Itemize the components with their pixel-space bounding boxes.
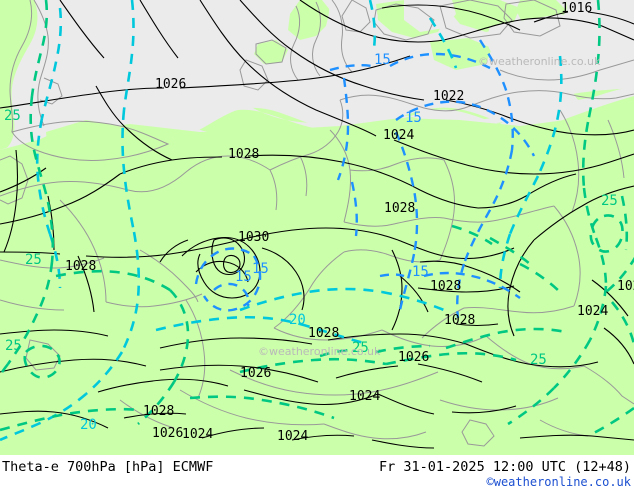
thetae-25-label: 25 [4, 108, 21, 124]
isobar-label: 1022 [617, 279, 634, 294]
isobar-label: 1028 [228, 147, 259, 162]
thetae-25-label: 25 [352, 340, 369, 356]
thetae-20-label: 20 [289, 312, 306, 328]
isobar-label: 1028 [444, 313, 475, 328]
isobar-label: 1026 [152, 426, 183, 441]
isobar-label: 1024 [349, 389, 380, 404]
isobar-label: 1030 [238, 230, 269, 245]
isobar-label: 1028 [65, 259, 96, 274]
thetae-15-label: 15 [374, 52, 391, 68]
thetae-15-label: 15 [252, 261, 269, 277]
map-canvas[interactable]: 1016 1022 1026 1024 1028 1028 1030 1028 1028 1028… [0, 0, 634, 455]
thetae-25-label: 25 [25, 252, 42, 268]
isobar-labels: 1016102210261024102810281030102810281028… [65, 1, 634, 444]
isobar-label: 1028 [143, 404, 174, 419]
footer-credit: ©weatheronline.co.uk [486, 475, 632, 489]
isobar-lines [0, 0, 634, 449]
thetae-15-label: 15 [412, 264, 429, 280]
footer-title: Theta-e 700hPa [hPa] ECMWF [2, 459, 214, 475]
isobar-label: 1024 [577, 304, 608, 319]
thetae-shaded-fill-overlay [0, 0, 634, 455]
isobar-label: 1028 [308, 326, 339, 341]
thetae-25-label: 25 [601, 193, 618, 209]
isobar-label: 1028 [430, 279, 461, 294]
isobar-label: 1024 [182, 427, 213, 442]
isobar-label: 1026 [398, 350, 429, 365]
thetae-25-label: 25 [5, 338, 22, 354]
isobar-label: 1024 [277, 429, 308, 444]
thetae-25-labels: 25 25 25 25 25 25 [4, 108, 618, 368]
isobar-label: 1026 [155, 77, 186, 92]
isobar-label: 1022 [433, 89, 464, 104]
thetae-contour-15 [194, 39, 536, 319]
footer-valid-date: Fr 31-01-2025 12:00 UTC (12+48) [379, 459, 631, 475]
map-footer: Theta-e 700hPa [hPa] ECMWF Fr 31-01-2025… [0, 455, 634, 490]
thetae-15-label: 15 [405, 110, 422, 126]
coastlines-and-borders [0, 0, 634, 447]
isobar-label: 1016 [561, 1, 592, 16]
isobar-label: 1026 [240, 366, 271, 381]
thetae-15-label: 15 [235, 269, 252, 285]
thetae-contour-25 [0, 0, 634, 438]
isobar-label: 1028 [384, 201, 415, 216]
isobar-label: 1024 [383, 128, 414, 143]
thetae-20-label: 20 [80, 417, 97, 433]
thetae-25-label: 25 [530, 352, 547, 368]
